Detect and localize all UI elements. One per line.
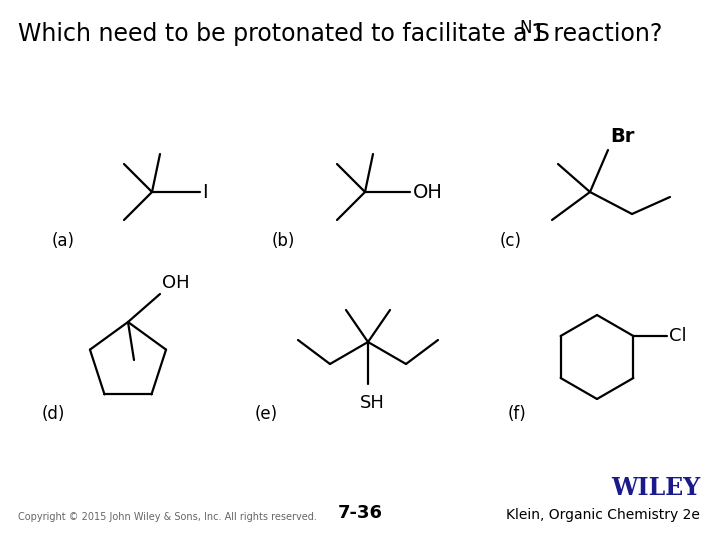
Text: N: N [519,19,531,37]
Text: Which need to be protonated to facilitate a S: Which need to be protonated to facilitat… [18,22,550,46]
Text: (f): (f) [508,405,527,423]
Text: I: I [202,183,207,201]
Text: (b): (b) [272,232,295,250]
Text: OH: OH [162,274,189,292]
Text: (c): (c) [500,232,522,250]
Text: Klein, Organic Chemistry 2e: Klein, Organic Chemistry 2e [506,508,700,522]
Text: SH: SH [360,394,385,412]
Text: Copyright © 2015 John Wiley & Sons, Inc. All rights reserved.: Copyright © 2015 John Wiley & Sons, Inc.… [18,512,317,522]
Text: 7-36: 7-36 [338,504,382,522]
Text: Br: Br [610,127,634,146]
Text: (d): (d) [42,405,66,423]
Text: OH: OH [413,183,443,201]
Text: Cl: Cl [670,327,687,345]
Text: (e): (e) [255,405,278,423]
Text: WILEY: WILEY [611,476,700,500]
Text: 1 reaction?: 1 reaction? [531,22,662,46]
Text: (a): (a) [52,232,75,250]
